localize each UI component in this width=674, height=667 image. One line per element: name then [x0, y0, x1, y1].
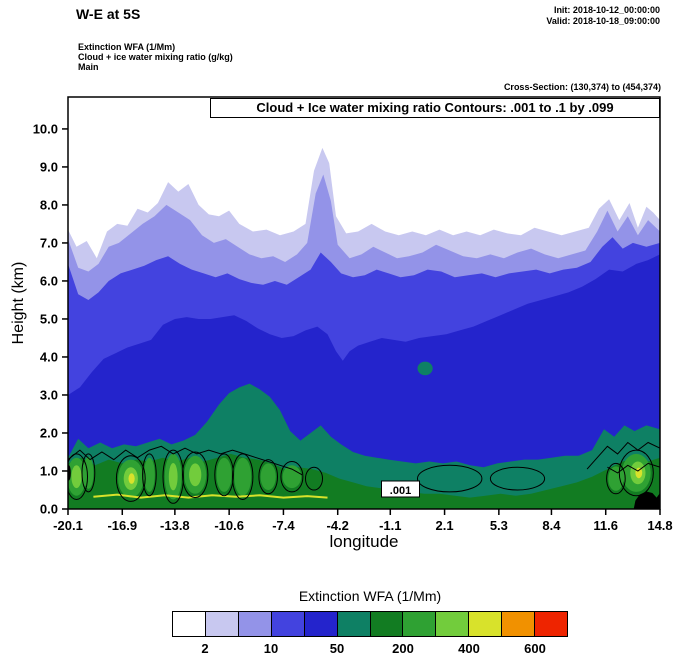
contour-patch: [128, 473, 135, 484]
colorbar-cell: [369, 611, 404, 637]
contour-line-loop: [214, 453, 234, 497]
field-line-extinction: Extinction WFA (1/Mm): [78, 42, 176, 52]
field-descriptions: Extinction WFA (1/Mm) Cloud + ice water …: [78, 42, 233, 72]
field-line-domain: Main: [78, 62, 99, 72]
x-tick-label: 14.8: [647, 518, 672, 533]
contour-line-segment: [68, 445, 303, 476]
init-time-label: Init: 2018-10-12_00:00:00: [553, 5, 660, 15]
valid-time-label: Valid: 2018-10-18_09:00:00: [546, 16, 660, 26]
x-tick-label: -1.1: [379, 518, 401, 533]
x-tick-label: 8.4: [542, 518, 561, 533]
y-tick-label: 0.0: [40, 502, 58, 517]
page-title: W-E at 5S: [76, 6, 141, 22]
contour-line-loop: [258, 459, 279, 495]
y-tick-label: 6.0: [40, 273, 58, 288]
contour-line-loop: [606, 462, 626, 495]
x-tick-label: -7.4: [272, 518, 295, 533]
x-tick-label: -13.8: [160, 518, 190, 533]
contour-line-loop: [489, 466, 546, 491]
x-tick-label: 2.1: [436, 518, 454, 533]
x-axis-label: longitude: [329, 532, 399, 551]
x-tick-label: -20.1: [53, 518, 83, 533]
contour-line-loop: [68, 453, 88, 500]
colorbar-cell: [204, 611, 239, 637]
contour-line-loop: [142, 453, 157, 497]
y-tick-label: 2.0: [40, 425, 58, 440]
terrain-black-region: [633, 491, 660, 509]
x-axis: -20.1 -16.9 -13.8 -10.6 -7.4 -4.2 -1.1 2.1 5.3 8.…: [53, 509, 673, 533]
colorbar-cell: [270, 611, 305, 637]
contour-label-box: [381, 480, 420, 498]
colorbar-cell: [336, 611, 371, 637]
colorbar-label: 2: [201, 641, 209, 656]
contour-patch: [189, 463, 202, 487]
y-axis-label: Height (km): [10, 261, 27, 345]
colorbar-label: 50: [329, 641, 345, 656]
y-tick-label: 8.0: [40, 197, 58, 212]
y-tick-label: 4.0: [40, 349, 58, 364]
colorbar-cell: [501, 611, 536, 637]
y-tick-label: 10.0: [33, 121, 58, 136]
colorbar: [172, 611, 569, 637]
contour-title-box: Cloud + Ice water mixing ratio Contours:…: [210, 98, 660, 118]
contour-label: .001: [390, 485, 411, 497]
colorbar-cell: [534, 611, 569, 637]
x-tick-label: -16.9: [107, 518, 137, 533]
contour-line-loop: [115, 455, 146, 502]
x-tick-label: 5.3: [490, 518, 508, 533]
contour-patch: [216, 457, 232, 492]
cross-section-info: Cross-Section: (130,374) to (454,374): [503, 82, 661, 92]
x-tick-label: 11.6: [593, 518, 618, 533]
colorbar-cell: [402, 611, 437, 637]
contour-line-loop: [417, 464, 483, 493]
y-tick-label: 1.0: [40, 463, 58, 478]
run-times: Init: 2018-10-12_00:00:00 Valid: 2018-10…: [546, 5, 660, 27]
contour-patch: [234, 457, 252, 496]
colorbar-label: 10: [263, 641, 279, 656]
contour-line-loop: [182, 451, 209, 499]
contour-line-loop: [232, 453, 254, 501]
y-axis: 0.0 1.0 2.0 3.0 4.0 5.0 6.0 7.0 8.0 9.0 10.0: [33, 121, 68, 517]
x-tick-label: -4.2: [327, 518, 349, 533]
cross-section-plot: .001 -20.1 -16.9 -13.8 -10.6 -7.4 -4.2 -1.1 2.1 5…: [33, 96, 673, 533]
contour-line-segment: [586, 441, 660, 470]
contour-patch: [260, 463, 276, 491]
contour-line-segment: [607, 462, 660, 474]
colorbar-label: 400: [458, 641, 480, 656]
contour-patch: [417, 361, 433, 376]
plot-frame: [67, 96, 661, 510]
contour-line-loop: [618, 449, 654, 497]
contour-patch: [144, 457, 155, 492]
colorbar-title: Extinction WFA (1/Mm): [298, 588, 442, 604]
contour-line-loop: [305, 466, 323, 491]
contour-fill-layers: .001: [68, 147, 660, 509]
y-tick-label: 5.0: [40, 311, 58, 326]
contour-line-loop: [81, 453, 96, 493]
contour-line-loop: [162, 449, 184, 504]
contour-patch: [71, 465, 82, 489]
y-tick-label: 3.0: [40, 387, 58, 402]
colorbar-label: 200: [392, 641, 414, 656]
colorbar-cell: [303, 611, 338, 637]
colorbar-cell: [172, 611, 206, 637]
colorbar-cell: [237, 611, 272, 637]
field-line-mixing-ratio: Cloud + ice water mixing ratio (g/kg): [78, 52, 233, 62]
contour-patch: [282, 465, 302, 489]
contour-line-loop: [280, 461, 304, 493]
colorbar-cell: [468, 611, 503, 637]
contour-patch: [168, 463, 178, 491]
contour-patch: [635, 467, 643, 479]
y-tick-label: 7.0: [40, 235, 58, 250]
colorbar-label: 600: [524, 641, 546, 656]
colorbar-labels: 2 10 50 200 400 600: [172, 641, 568, 657]
thin-streak: [93, 493, 328, 499]
colorbar-cell: [435, 611, 470, 637]
x-tick-label: -10.6: [214, 518, 244, 533]
y-tick-label: 9.0: [40, 159, 58, 174]
